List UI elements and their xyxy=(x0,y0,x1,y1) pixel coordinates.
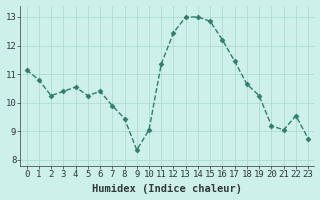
X-axis label: Humidex (Indice chaleur): Humidex (Indice chaleur) xyxy=(92,184,242,194)
